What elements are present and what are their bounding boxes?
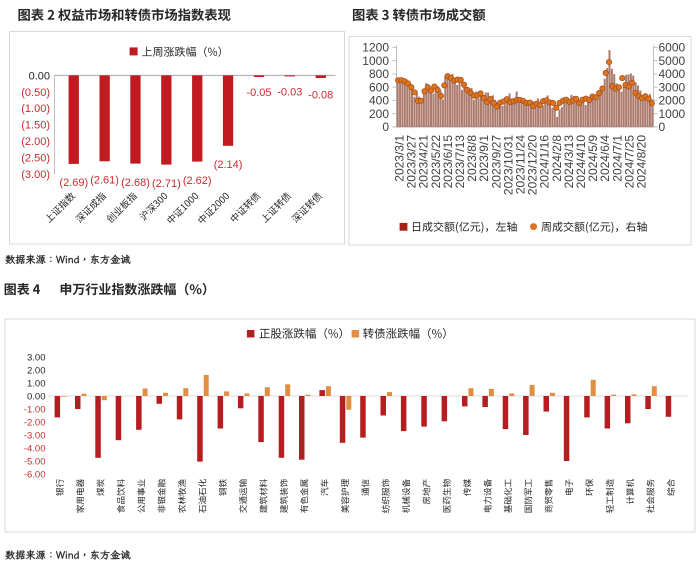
svg-text:(2.50): (2.50) <box>21 153 50 165</box>
svg-text:(2.62): (2.62) <box>183 175 212 187</box>
svg-text:-0.03: -0.03 <box>277 86 302 98</box>
svg-text:2024/3/13: 2024/3/13 <box>562 135 576 189</box>
svg-text:2024/1/16: 2024/1/16 <box>538 135 552 189</box>
svg-text:(2.68): (2.68) <box>121 177 150 189</box>
svg-text:2023/12/20: 2023/12/20 <box>526 135 540 195</box>
svg-text:-4.00: -4.00 <box>24 443 46 454</box>
svg-text:3000: 3000 <box>659 80 686 94</box>
svg-text:2024/8/20: 2024/8/20 <box>635 135 649 189</box>
svg-text:2.00: 2.00 <box>27 365 46 376</box>
svg-text:2024/2/8: 2024/2/8 <box>550 135 564 182</box>
svg-text:2023/8/8: 2023/8/8 <box>465 135 479 182</box>
svg-text:2023/10/31: 2023/10/31 <box>501 135 515 195</box>
svg-text:0.00: 0.00 <box>29 70 50 82</box>
svg-text:2023/6/15: 2023/6/15 <box>441 135 455 189</box>
svg-text:(2.71): (2.71) <box>152 178 181 190</box>
svg-text:-0.08: -0.08 <box>308 89 333 101</box>
svg-text:800: 800 <box>369 67 389 81</box>
svg-text:-3.00: -3.00 <box>24 430 46 441</box>
svg-text:(2.69): (2.69) <box>59 177 88 189</box>
svg-text:-0.05: -0.05 <box>246 87 271 99</box>
svg-text:400: 400 <box>369 94 389 108</box>
svg-text:2000: 2000 <box>659 94 686 108</box>
svg-text:2024/7/1: 2024/7/1 <box>610 135 624 182</box>
svg-text:6000: 6000 <box>659 41 686 55</box>
svg-text:(2.61): (2.61) <box>90 175 119 187</box>
svg-text:2023/3/27: 2023/3/27 <box>405 135 419 189</box>
svg-text:5000: 5000 <box>659 54 686 68</box>
svg-text:2023/3/1: 2023/3/1 <box>393 135 407 182</box>
svg-text:-5.00: -5.00 <box>24 456 46 467</box>
svg-text:0: 0 <box>659 120 666 134</box>
svg-text:(1.50): (1.50) <box>21 120 50 132</box>
svg-text:2023/4/21: 2023/4/21 <box>417 135 431 189</box>
svg-text:-1.00: -1.00 <box>24 404 46 415</box>
svg-text:(1.00): (1.00) <box>21 103 50 115</box>
svg-text:2024/7/25: 2024/7/25 <box>622 135 636 189</box>
svg-text:1000: 1000 <box>659 107 686 121</box>
svg-text:2024/4/10: 2024/4/10 <box>574 135 588 189</box>
svg-text:600: 600 <box>369 80 389 94</box>
svg-text:(3.00): (3.00) <box>21 169 50 181</box>
svg-text:(0.50): (0.50) <box>21 87 50 99</box>
svg-text:1000: 1000 <box>362 54 389 68</box>
svg-text:0.00: 0.00 <box>27 391 46 402</box>
svg-text:-2.00: -2.00 <box>24 417 46 428</box>
svg-text:(2.14): (2.14) <box>214 159 243 171</box>
svg-text:1.00: 1.00 <box>27 378 46 389</box>
svg-text:-6.00: -6.00 <box>24 469 46 480</box>
svg-text:1200: 1200 <box>362 41 389 55</box>
svg-text:2023/9/27: 2023/9/27 <box>489 135 503 189</box>
svg-text:2024/5/9: 2024/5/9 <box>586 135 600 182</box>
svg-text:4000: 4000 <box>659 67 686 81</box>
svg-text:2023/7/13: 2023/7/13 <box>453 135 467 189</box>
svg-text:(2.00): (2.00) <box>21 136 50 148</box>
svg-text:2023/9/1: 2023/9/1 <box>477 135 491 182</box>
svg-text:2023/11/24: 2023/11/24 <box>514 135 528 194</box>
svg-text:3.00: 3.00 <box>27 352 46 363</box>
svg-text:2024/6/4: 2024/6/4 <box>598 135 612 182</box>
svg-text:2023/5/22: 2023/5/22 <box>429 135 443 189</box>
svg-text:200: 200 <box>369 107 389 121</box>
svg-text:0: 0 <box>382 120 389 134</box>
